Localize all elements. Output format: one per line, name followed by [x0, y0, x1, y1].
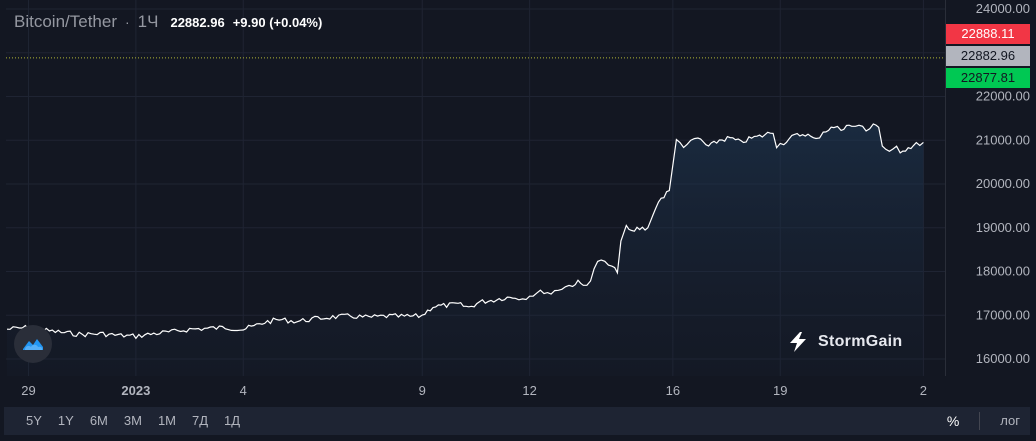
y-tick-label: 17000.00	[976, 307, 1030, 322]
x-tick-label: 2023	[121, 383, 150, 398]
last-price-label: 22882.96	[946, 46, 1030, 66]
range-1y-button[interactable]: 1Y	[57, 413, 74, 428]
stormgain-logo-icon	[790, 332, 806, 352]
last-price-value: 22882.96	[170, 15, 225, 30]
toolbar-separator	[979, 412, 981, 430]
x-tick-label: 12	[522, 383, 536, 398]
y-tick-label: 22000.00	[976, 89, 1030, 104]
stormgain-watermark: StormGain	[786, 330, 903, 354]
y-tick-label: 24000.00	[976, 1, 1030, 16]
x-tick-label: 19	[773, 383, 787, 398]
bid-price-label: 22877.81	[946, 68, 1030, 88]
watermark-text: StormGain	[818, 333, 903, 350]
legend-separator: ·	[125, 14, 130, 30]
range-6m-button[interactable]: 6M	[89, 413, 108, 428]
x-tick-label: 4	[240, 383, 247, 398]
range-3m-button[interactable]: 3M	[123, 413, 142, 428]
x-tick-label: 16	[666, 383, 680, 398]
x-tick-label: 2	[920, 383, 927, 398]
price-change-value: +9.90 (+0.04%)	[232, 15, 323, 30]
cloud-logo-icon	[23, 339, 43, 350]
range-5y-button[interactable]: 5Y	[26, 413, 42, 428]
range-7d-button[interactable]: 7Д	[192, 413, 209, 428]
ask-price-label: 22888.11	[946, 24, 1030, 44]
symbol-name[interactable]: Bitcoin/Tether	[14, 12, 117, 31]
log-scale-button[interactable]: лог	[1000, 413, 1020, 428]
range-toolbar: 5Y 1Y 6M 3M 1M 7Д 1Д % лог	[4, 407, 1030, 435]
price-area-fill	[7, 124, 924, 376]
range-1m-button[interactable]: 1M	[157, 413, 176, 428]
range-1d-button[interactable]: 1Д	[224, 413, 241, 428]
chart-logo-button[interactable]	[14, 325, 52, 363]
y-tick-label: 20000.00	[976, 176, 1030, 191]
x-tick-label: 29	[21, 383, 35, 398]
interval-label[interactable]: 1Ч	[137, 12, 159, 31]
y-tick-label: 16000.00	[976, 351, 1030, 366]
x-tick-label: 9	[419, 383, 426, 398]
price-line	[6, 123, 924, 340]
chart-legend: Bitcoin/Tether · 1Ч 22882.96 +9.90 (+0.0…	[14, 12, 322, 32]
price-scale[interactable]: 16000.00 17000.00 18000.00 19000.00 20000.00…	[976, 1, 1030, 366]
y-tick-label: 21000.00	[976, 132, 1030, 147]
percent-scale-button[interactable]: %	[946, 413, 960, 429]
time-scale[interactable]: 29 2023 4 9 12 16 19 2	[21, 383, 927, 398]
y-tick-label: 18000.00	[976, 264, 1030, 279]
horizontal-grid	[6, 8, 945, 360]
y-tick-label: 19000.00	[976, 220, 1030, 235]
